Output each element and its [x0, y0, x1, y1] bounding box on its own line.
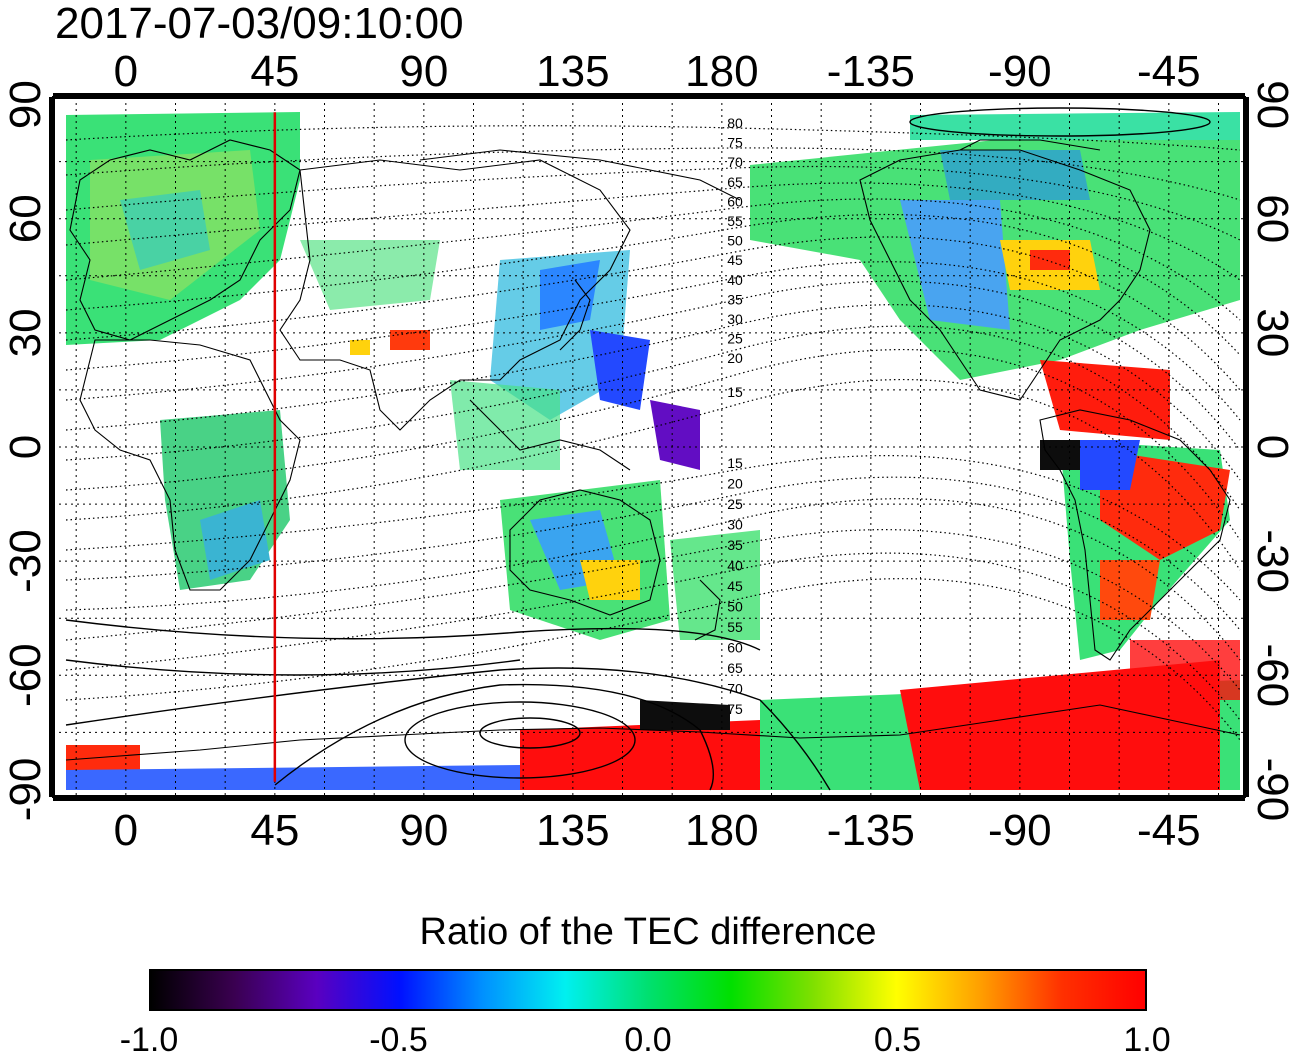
left-latitude-tick-label: -30 — [1, 529, 50, 593]
contour-label: 60 — [727, 640, 743, 656]
bottom-longitude-tick-label: 90 — [399, 806, 448, 855]
contour-label: 25 — [727, 331, 743, 347]
left-latitude-ticks: 90 60 30 0 -30 -60 -90 — [1, 80, 50, 821]
contour-labels: 80 75 70 65 60 55 50 45 40 35 30 25 20 15 15 20 25 30 35 40… — [727, 115, 743, 717]
contour-label: 70 — [727, 681, 743, 697]
left-latitude-tick-label: -90 — [1, 758, 50, 822]
left-latitude-tick-label: 0 — [1, 435, 50, 459]
contour-label: 80 — [727, 115, 743, 131]
colorbar-tick-label: 0.5 — [873, 1021, 922, 1059]
contour-label: 30 — [727, 311, 743, 327]
magnetic-latitude-contours — [65, 125, 1241, 741]
contour-label: 15 — [727, 384, 743, 400]
bottom-longitude-tick-label: 0 — [114, 806, 138, 855]
contour-label: 45 — [727, 252, 743, 268]
right-latitude-tick-label: -30 — [1248, 529, 1296, 593]
contour-label: 35 — [727, 537, 743, 553]
contour-label: 55 — [727, 619, 743, 635]
right-latitude-tick-label: 0 — [1248, 435, 1296, 459]
colorbar-tick-label: -1.0 — [119, 1021, 179, 1059]
right-latitude-tick-label: 90 — [1248, 80, 1296, 129]
contour-label: 15 — [727, 455, 743, 471]
right-latitude-tick-label: 60 — [1248, 194, 1296, 243]
top-longitude-tick-label: -135 — [827, 47, 915, 96]
bottom-longitude-tick-label: 45 — [250, 806, 299, 855]
contour-label: 50 — [727, 233, 743, 249]
solid-contours — [65, 107, 1211, 791]
bottom-longitude-tick-label: -90 — [988, 806, 1052, 855]
right-latitude-tick-label: -60 — [1248, 643, 1296, 707]
contour-label: 70 — [727, 154, 743, 170]
contour-label: 20 — [727, 350, 743, 366]
contour-label: 65 — [727, 174, 743, 190]
contour-label: 55 — [727, 213, 743, 229]
bottom-longitude-ticks: 0 45 90 135 180 -135 -90 -45 — [114, 806, 1201, 855]
bottom-longitude-tick-label: 135 — [536, 806, 609, 855]
top-longitude-tick-label: 45 — [250, 47, 299, 96]
contour-label: 50 — [727, 599, 743, 615]
top-longitude-tick-label: 90 — [399, 47, 448, 96]
top-longitude-ticks: 0 45 90 135 180 -135 -90 -45 — [114, 47, 1201, 96]
contour-label: 35 — [727, 291, 743, 307]
contour-label: 20 — [727, 476, 743, 492]
contour-label: 30 — [727, 517, 743, 533]
left-latitude-tick-label: 90 — [1, 80, 50, 129]
contour-label: 40 — [727, 558, 743, 574]
colorbar-tick-label: 0.0 — [624, 1021, 672, 1059]
contour-label: 25 — [727, 496, 743, 512]
contour-label: 65 — [727, 660, 743, 676]
right-latitude-ticks: 90 60 30 0 -30 -60 -90 — [1248, 80, 1296, 821]
contour-label: 75 — [727, 701, 743, 717]
colorbar — [149, 969, 1147, 1011]
contour-label: 75 — [727, 135, 743, 151]
left-latitude-tick-label: 30 — [1, 308, 50, 357]
colorbar-tick-label: 1.0 — [1123, 1021, 1171, 1059]
contour-label: 40 — [727, 272, 743, 288]
right-latitude-tick-label: 30 — [1248, 308, 1296, 357]
timestamp-title: 2017-07-03/09:10:00 — [55, 0, 464, 48]
bottom-longitude-tick-label: 180 — [685, 806, 758, 855]
top-longitude-tick-label: -90 — [988, 47, 1052, 96]
top-longitude-tick-label: 180 — [685, 47, 758, 96]
colorbar-tick-label: -0.5 — [369, 1021, 428, 1059]
top-longitude-tick-label: -45 — [1137, 47, 1201, 96]
bottom-longitude-tick-label: -135 — [827, 806, 915, 855]
contour-label: 60 — [727, 193, 743, 209]
top-longitude-tick-label: 135 — [536, 47, 609, 96]
contour-label: 45 — [727, 578, 743, 594]
left-latitude-tick-label: -60 — [1, 643, 50, 707]
colorbar-title: Ratio of the TEC difference — [419, 911, 877, 953]
coastlines — [65, 139, 1241, 761]
bottom-longitude-tick-label: -45 — [1137, 806, 1201, 855]
right-latitude-tick-label: -90 — [1248, 758, 1296, 822]
top-longitude-tick-label: 0 — [114, 47, 138, 96]
left-latitude-tick-label: 60 — [1, 194, 50, 243]
